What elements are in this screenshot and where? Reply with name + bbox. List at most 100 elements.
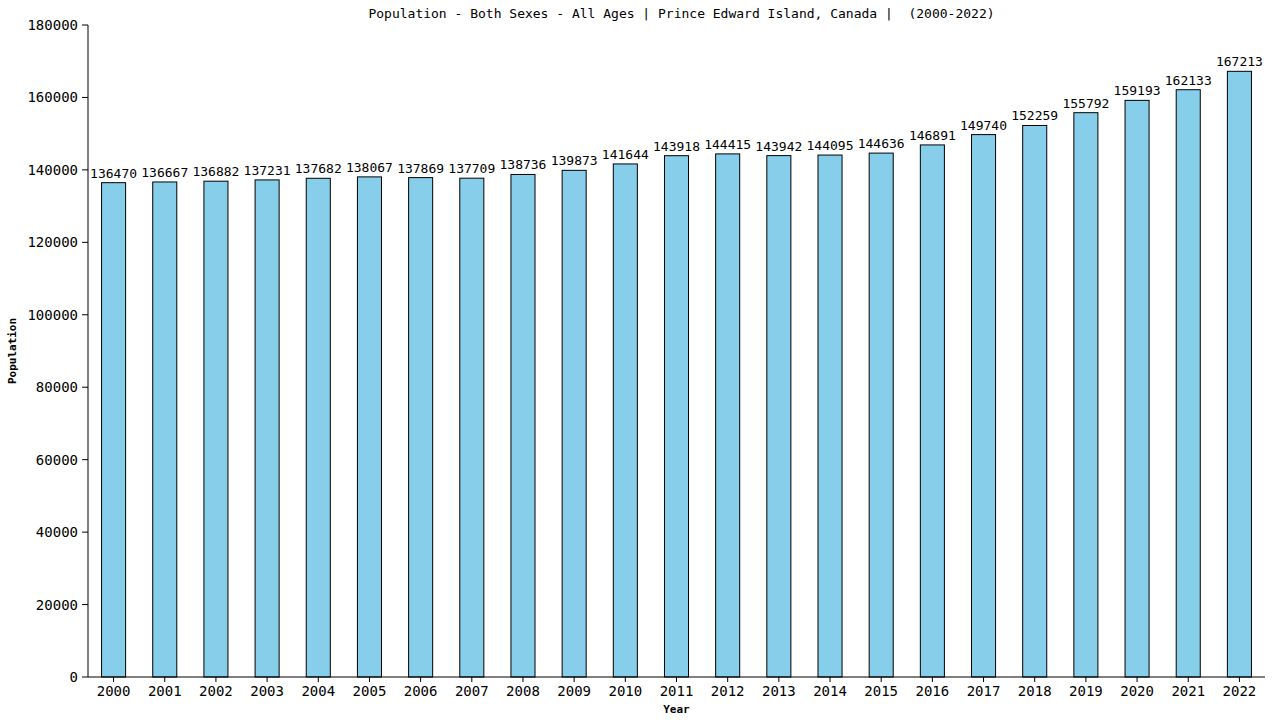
bar [1023, 125, 1047, 677]
bar [972, 135, 996, 677]
x-tick-label: 2003 [250, 683, 284, 699]
x-tick [1085, 677, 1086, 682]
y-tick-label: 180000 [27, 17, 78, 33]
y-tick-label: 80000 [36, 379, 78, 395]
chart-svg: Population - Both Sexes - All Ages | Pri… [0, 0, 1280, 720]
x-tick-label: 2002 [199, 683, 233, 699]
y-tick-label: 40000 [36, 524, 78, 540]
x-tick-label: 2014 [813, 683, 847, 699]
bar [255, 180, 279, 677]
x-tick-label: 2013 [762, 683, 796, 699]
y-tick [82, 677, 88, 678]
x-tick-label: 2020 [1120, 683, 1154, 699]
bar [409, 178, 433, 677]
bar [204, 181, 228, 677]
y-tick-label: 120000 [27, 234, 78, 250]
bar [511, 174, 535, 677]
data-label: 149740 [960, 118, 1007, 133]
y-tick-label: 60000 [36, 452, 78, 468]
x-tick-label: 2016 [916, 683, 950, 699]
y-tick [82, 242, 88, 243]
y-axis-label: Population [6, 318, 19, 384]
bar [306, 178, 330, 677]
bar [562, 170, 586, 677]
data-label: 143918 [653, 139, 700, 154]
y-tick [82, 97, 88, 98]
x-tick [881, 677, 882, 682]
x-tick [1137, 677, 1138, 682]
data-label: 137869 [397, 161, 444, 176]
x-tick [1188, 677, 1189, 682]
x-tick [1239, 677, 1240, 682]
x-tick [727, 677, 728, 682]
data-label: 137709 [448, 161, 495, 176]
bar [664, 156, 688, 677]
x-tick [369, 677, 370, 682]
data-label: 146891 [909, 128, 956, 143]
bar [869, 153, 893, 677]
bar [1176, 90, 1200, 677]
data-label: 136470 [90, 166, 137, 181]
data-label: 162133 [1165, 73, 1212, 88]
bar [153, 182, 177, 677]
data-label: 143942 [755, 139, 802, 154]
data-label: 136667 [141, 165, 188, 180]
x-axis [88, 677, 1265, 678]
x-tick-label: 2019 [1069, 683, 1103, 699]
bar [102, 183, 126, 677]
data-label: 136882 [192, 164, 239, 179]
x-tick-label: 2015 [864, 683, 898, 699]
data-label: 144095 [807, 138, 854, 153]
title: Population - Both Sexes - All Ages | Pri… [368, 6, 994, 21]
bar [1125, 100, 1149, 677]
x-tick-label: 2017 [967, 683, 1001, 699]
y-tick [82, 532, 88, 533]
x-tick [676, 677, 677, 682]
x-tick [778, 677, 779, 682]
x-tick-label: 2000 [97, 683, 131, 699]
x-tick-label: 2018 [1018, 683, 1052, 699]
data-label: 137231 [244, 163, 291, 178]
x-tick-label: 2021 [1171, 683, 1205, 699]
bar [1074, 113, 1098, 677]
bar [357, 177, 381, 677]
data-label: 139873 [551, 153, 598, 168]
y-tick [82, 169, 88, 170]
y-tick [82, 604, 88, 605]
bar [613, 164, 637, 677]
data-label: 138736 [499, 157, 546, 172]
x-tick [1034, 677, 1035, 682]
x-tick [420, 677, 421, 682]
y-tick-label: 140000 [27, 162, 78, 178]
data-label: 138067 [346, 160, 393, 175]
y-axis [88, 25, 89, 677]
x-tick [164, 677, 165, 682]
bar [1227, 71, 1251, 677]
y-tick-label: 100000 [27, 307, 78, 323]
bar [920, 145, 944, 677]
y-tick [82, 314, 88, 315]
x-tick [932, 677, 933, 682]
bar [767, 156, 791, 677]
y-tick-label: 160000 [27, 89, 78, 105]
x-tick-label: 2010 [608, 683, 642, 699]
chart-container: Population - Both Sexes - All Ages | Pri… [0, 0, 1280, 720]
data-label: 144415 [704, 137, 751, 152]
x-tick-label: 2001 [148, 683, 182, 699]
x-tick [113, 677, 114, 682]
x-tick [471, 677, 472, 682]
x-tick [830, 677, 831, 682]
x-tick [522, 677, 523, 682]
data-label: 159193 [1114, 83, 1161, 98]
x-tick [574, 677, 575, 682]
x-tick [215, 677, 216, 682]
x-tick-label: 2007 [455, 683, 489, 699]
bar [460, 178, 484, 677]
data-label: 144636 [858, 136, 905, 151]
x-axis-label: Year [663, 703, 690, 716]
x-tick-label: 2008 [506, 683, 540, 699]
x-tick [318, 677, 319, 682]
bar [818, 155, 842, 677]
x-tick-label: 2009 [557, 683, 591, 699]
x-tick-label: 2004 [301, 683, 335, 699]
